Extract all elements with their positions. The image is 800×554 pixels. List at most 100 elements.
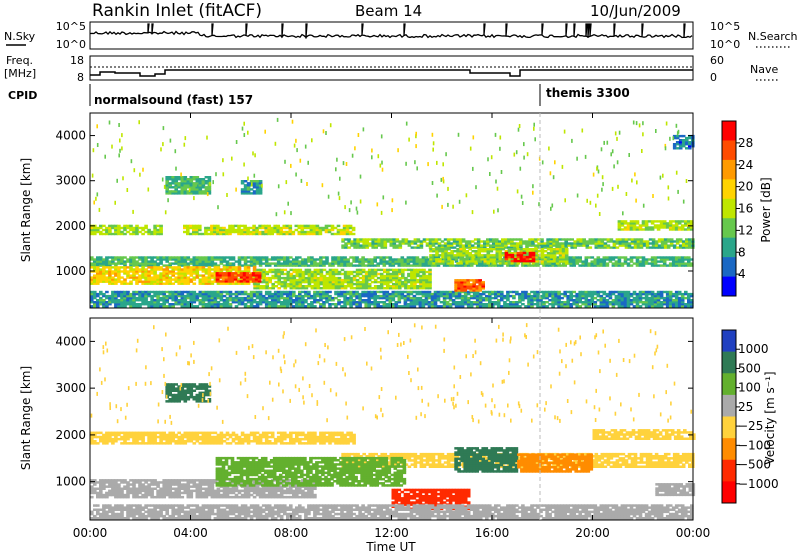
heatmap-cell <box>319 303 323 306</box>
heatmap-cell <box>641 292 646 296</box>
heatmap-cell <box>446 244 451 247</box>
heatmap-cell <box>219 294 224 298</box>
heatmap-cell <box>386 274 390 278</box>
heatmap-cell <box>243 256 248 259</box>
heatmap-cell <box>174 301 178 304</box>
heatmap-cell <box>258 230 262 234</box>
heatmap-cell <box>192 224 196 228</box>
heatmap-cell <box>530 294 534 298</box>
heatmap-cell <box>680 220 685 223</box>
heatmap-cell <box>195 270 200 273</box>
heatmap-cell <box>261 256 266 259</box>
heatmap-cell <box>677 264 682 267</box>
heatmap-cell <box>351 153 354 158</box>
heatmap-cell <box>647 226 652 229</box>
heatmap-cell <box>183 192 188 195</box>
heatmap-cell <box>273 290 278 294</box>
heatmap-cell <box>412 294 417 298</box>
heatmap-cell <box>343 296 347 300</box>
heatmap-cell <box>361 264 365 267</box>
heatmap-cell <box>401 242 406 245</box>
heatmap-cell <box>612 246 617 249</box>
heatmap-cell <box>486 258 491 261</box>
heatmap-cell <box>117 303 121 306</box>
heatmap-cell <box>588 238 593 241</box>
heatmap-cell <box>581 292 585 296</box>
heatmap-cell <box>516 259 521 263</box>
heatmap-cell <box>198 188 203 191</box>
heatmap-cell <box>660 246 665 249</box>
heatmap-cell <box>492 242 496 245</box>
heatmap-cell <box>267 226 271 230</box>
heatmap-cell <box>105 276 109 279</box>
heatmap-cell <box>587 292 592 296</box>
heatmap-cell <box>438 250 442 253</box>
heatmap-cell <box>255 192 260 195</box>
heatmap-cell <box>183 270 188 273</box>
heatmap-cell <box>189 184 194 187</box>
heatmap-cell <box>528 259 533 263</box>
heatmap-cell <box>276 258 281 261</box>
heatmap-cell <box>624 242 629 245</box>
heatmap-cell <box>276 260 281 263</box>
heatmap-cell <box>330 224 335 228</box>
heatmap-cell <box>267 303 272 306</box>
heatmap-cell <box>171 186 175 189</box>
heatmap-cell <box>602 290 607 294</box>
heatmap-cell <box>650 290 655 294</box>
heatmap-cell <box>328 296 332 300</box>
heatmap-cell <box>286 264 290 267</box>
heatmap-cell <box>525 250 530 253</box>
heatmap-cell <box>564 238 568 241</box>
heatmap-cell <box>367 294 371 298</box>
heatmap-cell <box>680 294 685 298</box>
heatmap-cell <box>564 252 569 255</box>
heatmap-cell <box>656 303 661 306</box>
heatmap-cell <box>599 296 604 300</box>
heatmap-cell <box>201 268 206 271</box>
heatmap-cell <box>474 252 478 255</box>
heatmap-cell <box>552 256 557 259</box>
heatmap-cell <box>371 238 375 241</box>
heatmap-cell <box>331 268 336 272</box>
heatmap-cell <box>141 258 145 261</box>
heatmap-cell <box>475 287 479 290</box>
heatmap-cell <box>133 168 136 173</box>
heatmap-cell <box>289 299 293 302</box>
heatmap-cell <box>439 292 444 296</box>
heatmap-cell <box>159 232 163 236</box>
heatmap-cell <box>677 305 682 308</box>
heatmap-cell <box>581 301 585 304</box>
heatmap-cell <box>261 183 263 188</box>
heatmap-cell <box>657 244 662 247</box>
heatmap-cell <box>442 290 447 294</box>
heatmap-cell <box>501 244 505 247</box>
heatmap-cell <box>572 264 576 267</box>
heatmap-cell <box>379 272 384 276</box>
heatmap-cell <box>587 294 592 298</box>
heatmap-cell <box>621 242 626 245</box>
heatmap-cell <box>489 172 491 176</box>
heatmap-cell <box>410 270 414 274</box>
heatmap-cell <box>289 256 293 259</box>
heatmap-cell <box>105 280 109 283</box>
heatmap-cell <box>129 282 133 285</box>
heatmap-cell <box>629 258 634 261</box>
heatmap-cell <box>665 290 670 294</box>
heatmap-cell <box>678 139 683 142</box>
heatmap-cell <box>195 260 200 263</box>
heatmap-cell <box>207 258 212 261</box>
heatmap-cell <box>566 294 570 298</box>
heatmap-cell <box>581 303 585 306</box>
heatmap-cell <box>338 196 341 201</box>
heatmap-cell <box>644 224 649 227</box>
heatmap-cell <box>180 276 185 279</box>
heatmap-cell <box>210 276 215 279</box>
heatmap-cell <box>289 296 293 300</box>
heatmap-cell <box>117 431 121 435</box>
heatmap-cell <box>246 256 251 259</box>
heatmap-cell <box>120 442 124 445</box>
heatmap-cell <box>368 244 372 247</box>
heatmap-cell <box>485 299 489 302</box>
heatmap-cell <box>370 296 374 300</box>
